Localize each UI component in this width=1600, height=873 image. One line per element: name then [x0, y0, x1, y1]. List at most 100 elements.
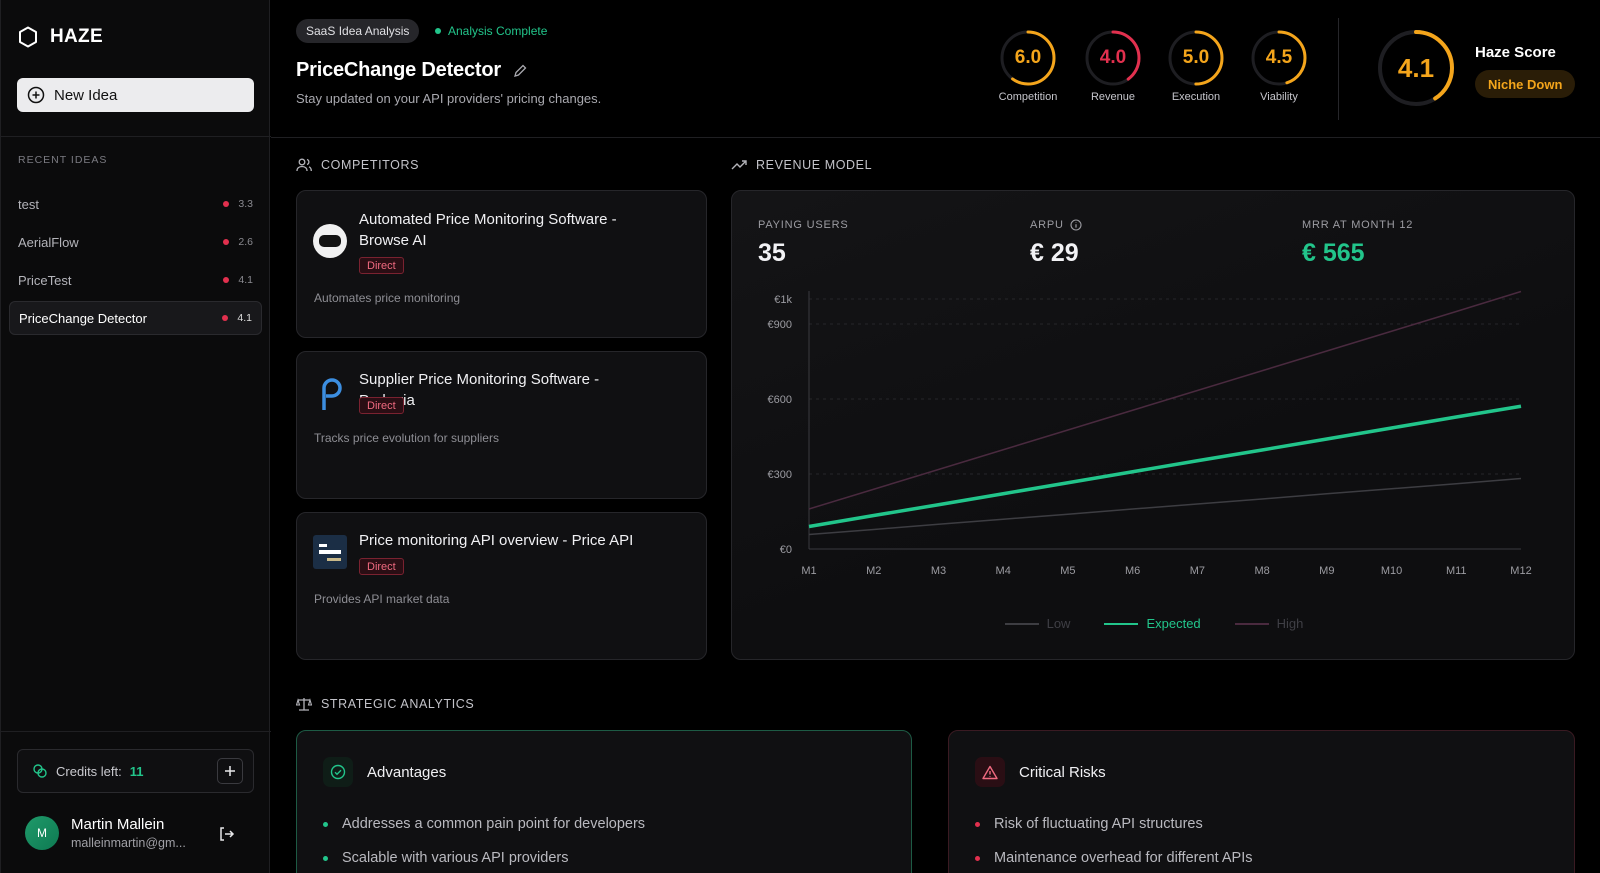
- arpu-value: € 29: [1030, 239, 1079, 267]
- competitors-title: COMPETITORS: [321, 158, 420, 172]
- list-item: Risk of fluctuating API structures: [975, 807, 1252, 841]
- legend-item-low[interactable]: Low: [1004, 616, 1070, 631]
- info-icon[interactable]: [1070, 219, 1082, 231]
- recent-idea-score: 3.3: [238, 198, 253, 210]
- coins-icon: [33, 764, 47, 778]
- plus-icon: [225, 766, 235, 776]
- series-line-high: [808, 290, 1522, 510]
- idea-title: PriceChange Detector: [296, 59, 501, 81]
- idea-subtitle: Stay updated on your API providers' pric…: [296, 91, 602, 106]
- legend-item-high[interactable]: High: [1234, 616, 1303, 631]
- metric-label: Viability: [1260, 91, 1298, 103]
- recent-idea-item[interactable]: PriceTest 4.1: [9, 263, 262, 297]
- competitor-card[interactable]: Supplier Price Monitoring Software - Pro…: [296, 351, 707, 499]
- status-dot: [435, 28, 441, 34]
- score-dot: [223, 239, 229, 245]
- competitor-card[interactable]: Price monitoring API overview - Price AP…: [296, 512, 707, 660]
- competitor-card[interactable]: Automated Price Monitoring Software - Br…: [296, 190, 707, 338]
- haze-score-ring: 4.1: [1376, 28, 1456, 108]
- y-tick-label: €300: [768, 469, 792, 481]
- competitor-tag: Direct: [359, 257, 404, 274]
- new-idea-button[interactable]: New Idea: [17, 78, 254, 112]
- user-email: malleinmartin@gm...: [71, 836, 186, 850]
- status-text: Analysis Complete: [448, 24, 548, 38]
- x-tick-label: M9: [1319, 565, 1334, 577]
- idea-header: SaaS Idea Analysis Analysis Complete Pri…: [271, 0, 1600, 138]
- avatar: M: [25, 816, 59, 850]
- chart-legend: Low Expected High: [732, 616, 1576, 631]
- score-ring: 4.0: [1084, 29, 1142, 87]
- mrr-value: € 565: [1302, 239, 1365, 267]
- risks-title: Critical Risks: [1019, 763, 1106, 781]
- recent-idea-name: PriceChange Detector: [19, 310, 147, 326]
- divider: [1, 136, 271, 137]
- credits-panel: Credits left: 11: [17, 749, 254, 793]
- y-tick-label: €900: [768, 319, 792, 331]
- sidebar: HAZE New Idea RECENT IDEAS test 3.3 Aeri…: [0, 0, 271, 873]
- strategic-title: STRATEGIC ANALYTICS: [321, 697, 475, 711]
- advantage-text: Scalable with various API providers: [342, 850, 569, 866]
- metric-value: 5.0: [1182, 47, 1210, 68]
- x-tick-label: M2: [866, 565, 881, 577]
- legend-label: Expected: [1146, 616, 1201, 631]
- recent-idea-name: AerialFlow: [18, 234, 79, 250]
- hexagon-logo-icon: [19, 26, 37, 48]
- logout-icon: [220, 827, 235, 841]
- critical-risks-card: Critical Risks Risk of fluctuating API s…: [948, 730, 1575, 873]
- recent-idea-item[interactable]: AerialFlow 2.6: [9, 225, 262, 259]
- recent-idea-score: 4.1: [237, 312, 252, 324]
- pencil-icon[interactable]: [513, 64, 527, 78]
- x-tick-label: M7: [1190, 565, 1205, 577]
- add-credits-button[interactable]: [217, 758, 243, 784]
- risk-text: Risk of fluctuating API structures: [994, 816, 1203, 832]
- list-item: Scalable with various API providers: [323, 841, 645, 873]
- idea-type-chip: SaaS Idea Analysis: [296, 19, 420, 43]
- risks-list: Risk of fluctuating API structures Maint…: [975, 807, 1252, 873]
- logout-button[interactable]: [217, 825, 235, 848]
- legend-item-expected[interactable]: Expected: [1104, 616, 1201, 631]
- recent-idea-name: PriceTest: [18, 272, 72, 288]
- trending-up-icon: [731, 160, 747, 170]
- y-tick-label: €1k: [774, 294, 792, 306]
- main-content: SaaS Idea Analysis Analysis Complete Pri…: [271, 0, 1600, 873]
- y-tick-label: €0: [780, 544, 792, 556]
- competitor-name: Supplier Price Monitoring Software - Pro…: [359, 371, 600, 409]
- legend-swatch: [1104, 622, 1139, 625]
- x-tick-label: M6: [1125, 565, 1140, 577]
- x-tick-label: M8: [1254, 565, 1269, 577]
- recent-idea-item-active[interactable]: PriceChange Detector 4.1: [9, 301, 262, 335]
- paying-users-value: 35: [758, 239, 786, 267]
- plus-circle-icon: [27, 86, 45, 104]
- list-item: Maintenance overhead for different APIs: [975, 841, 1252, 873]
- recent-ideas-list: test 3.3 AerialFlow 2.6 PriceTest 4.1 Pr…: [9, 187, 262, 339]
- arpu-label: ARPU: [1030, 219, 1064, 231]
- brand[interactable]: HAZE: [18, 26, 103, 48]
- haze-score-value: 4.1: [1397, 52, 1435, 83]
- advantages-title: Advantages: [367, 763, 447, 781]
- arpu-label-group: ARPU: [1030, 219, 1082, 231]
- user-profile[interactable]: M Martin Mallein malleinmartin@gm...: [25, 816, 186, 850]
- y-tick-label: €600: [768, 394, 792, 406]
- competitor-description: Tracks price evolution for suppliers: [314, 431, 499, 445]
- risks-header: Critical Risks: [975, 757, 1106, 787]
- recent-idea-item[interactable]: test 3.3: [9, 187, 262, 221]
- brand-name: HAZE: [50, 26, 103, 47]
- haze-score-badge: Niche Down: [1475, 70, 1576, 98]
- metric-execution: 5.0 Execution: [1156, 29, 1236, 103]
- browse-ai-logo: [313, 224, 347, 258]
- check-circle-icon: [323, 757, 353, 787]
- x-tick-label: M10: [1381, 565, 1402, 577]
- series-line-low: [808, 477, 1522, 536]
- competitors-section-title: COMPETITORS: [296, 158, 419, 172]
- competitor-tag: Direct: [359, 558, 404, 575]
- series-line-expected: [808, 404, 1522, 529]
- mrr-label: MRR AT MONTH 12: [1302, 219, 1414, 231]
- divider: [1, 731, 271, 732]
- credits-value: 11: [129, 763, 144, 779]
- x-tick-label: M12: [1510, 565, 1531, 577]
- list-item: Addresses a common pain point for develo…: [323, 807, 645, 841]
- prokuria-logo: [313, 374, 347, 410]
- x-tick-label: M11: [1446, 565, 1467, 577]
- advantages-list: Addresses a common pain point for develo…: [323, 807, 645, 873]
- recent-idea-score: 4.1: [238, 274, 253, 286]
